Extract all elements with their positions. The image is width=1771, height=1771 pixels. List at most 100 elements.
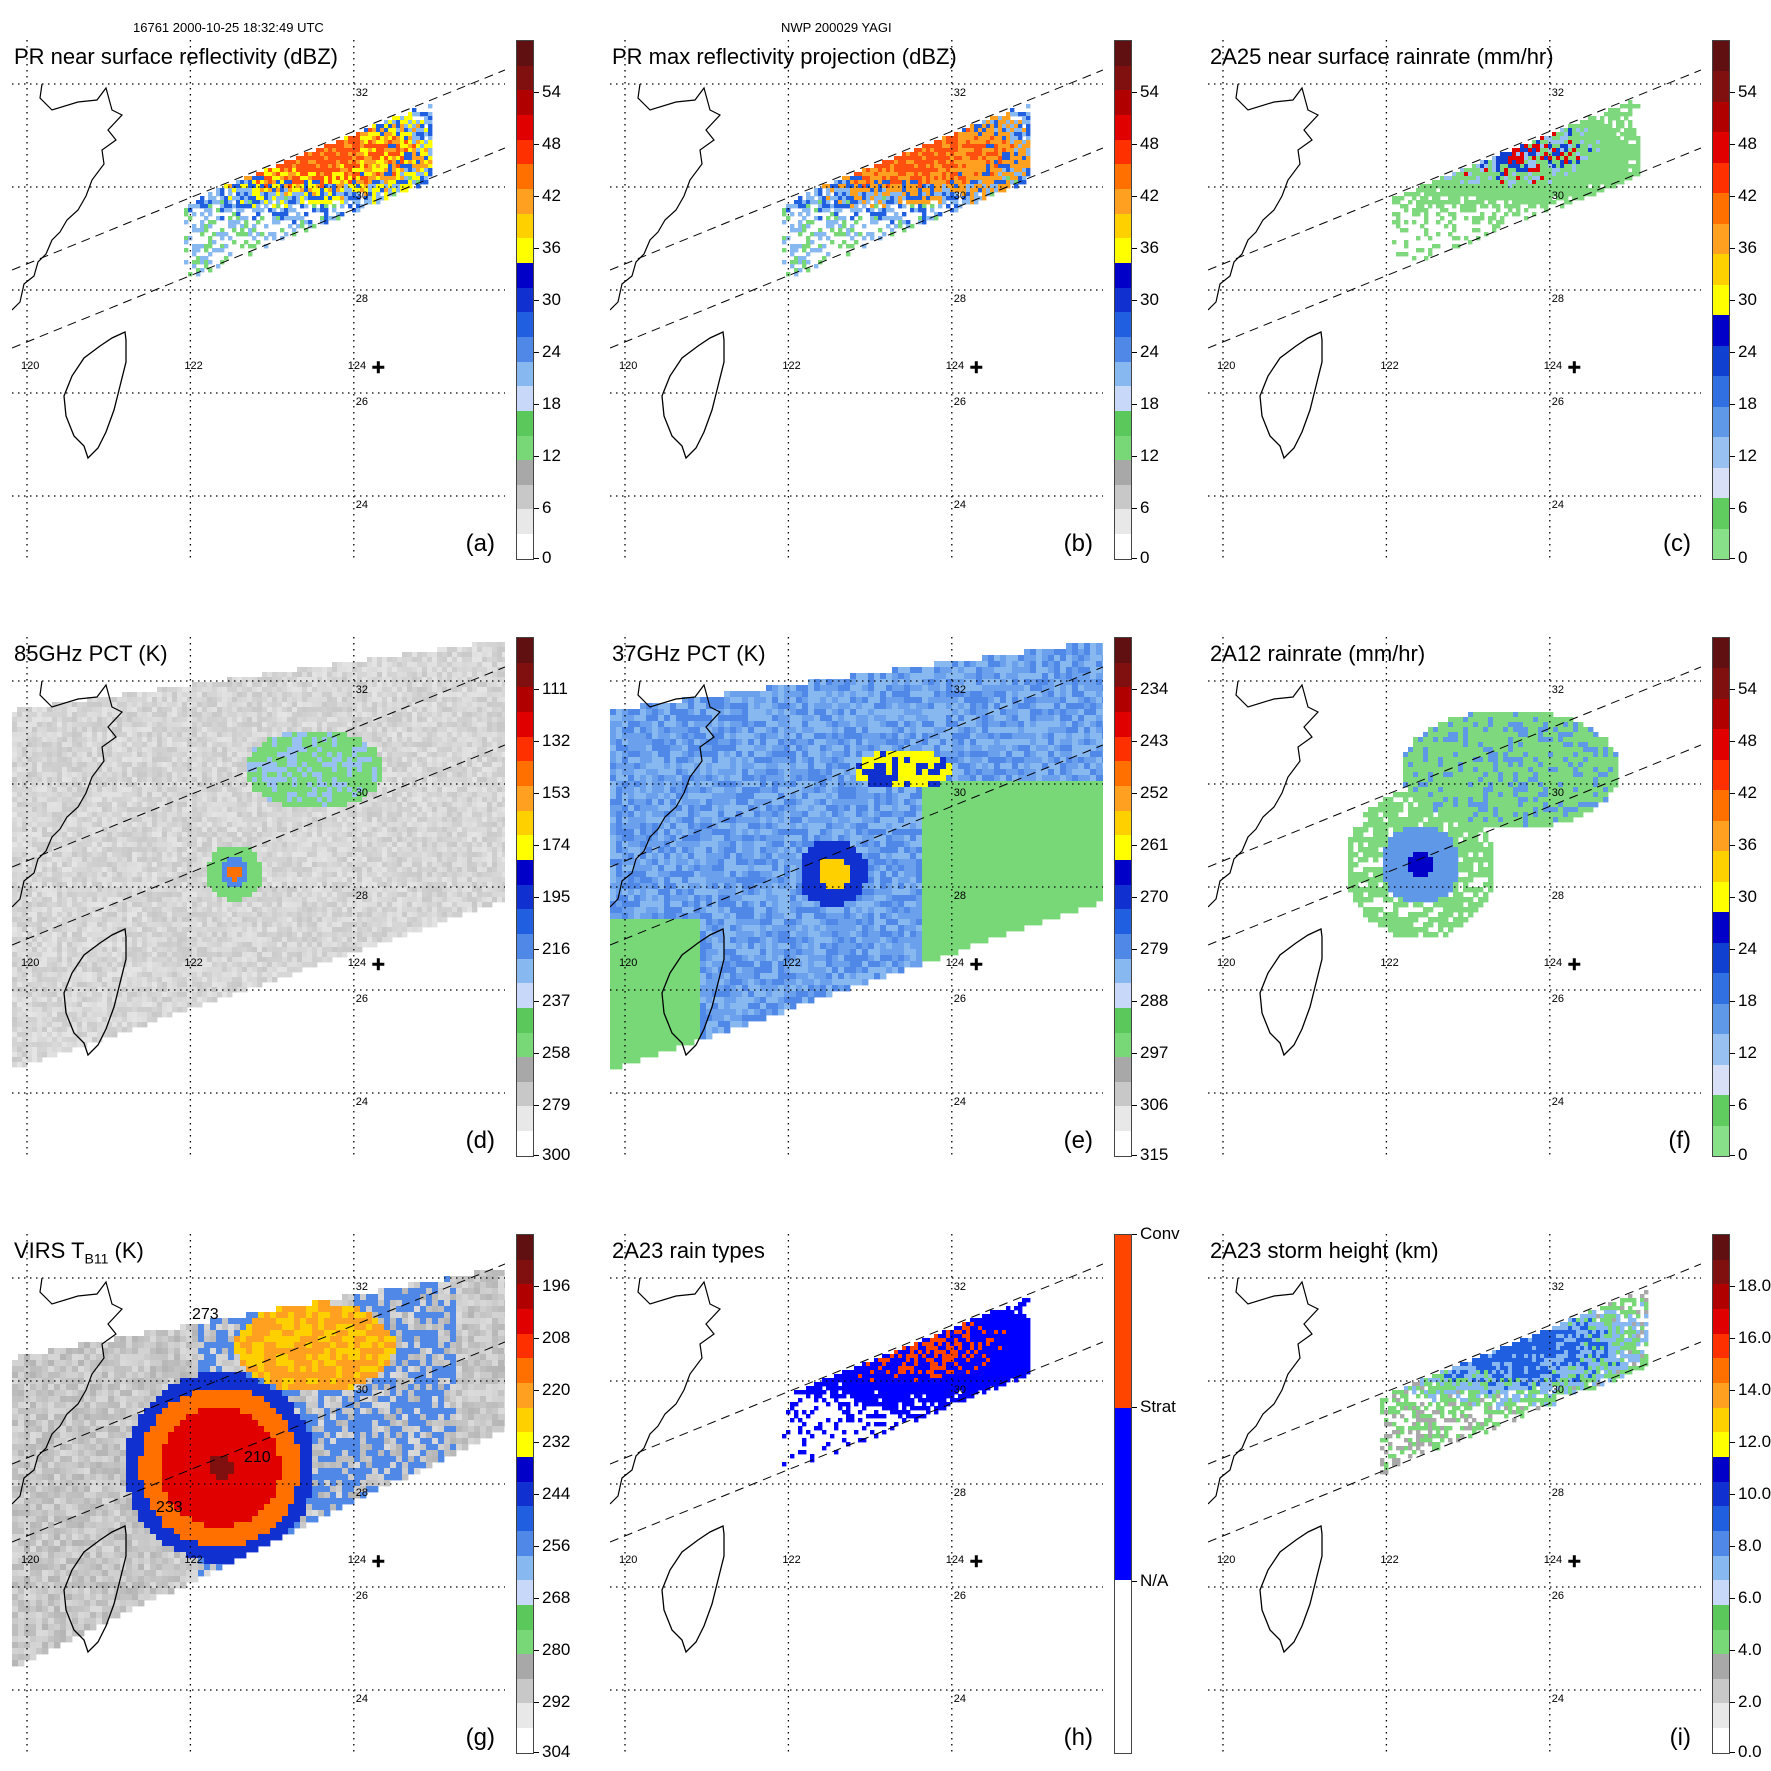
panel-title-text: 2A12 rainrate (mm/hr) (1210, 641, 1425, 666)
lat-lon-grid (610, 40, 1103, 560)
panel-g: 273210233120122124126128130323028262422V… (12, 1234, 570, 1761)
colorbar-segment (1115, 1580, 1131, 1753)
colorbar-tick-label: 12.0 (1729, 1432, 1771, 1452)
colorbar-tick-label: Conv (1132, 1224, 1180, 1244)
colorbar-tick-label: 36 (534, 238, 561, 258)
colorbar-tick-label: 18 (1730, 991, 1757, 1011)
map-canvas: 120122124126128130323028262422 (1208, 637, 1701, 1157)
colorbar-segment (517, 859, 533, 885)
lon-label: 122 (184, 1554, 202, 1566)
lat-lon-grid (12, 637, 505, 1157)
taiwan-coastline (661, 331, 725, 460)
map-canvas: 120122124126128130323028262422 (610, 637, 1103, 1157)
colorbar-tick-label: 0 (533, 548, 551, 568)
lon-label: 124 (946, 360, 964, 372)
colorbar-segment (1713, 1432, 1729, 1457)
lon-label: 120 (619, 957, 637, 969)
colorbar-tick-label: 297 (1131, 1043, 1168, 1063)
colorbar-segment (1713, 638, 1729, 669)
colorbar-segment (517, 1604, 533, 1630)
lon-label: 122 (782, 957, 800, 969)
lat-label: 32 (356, 1281, 368, 1293)
colorbar-tick-label: 6.0 (1730, 1588, 1762, 1608)
colorbar-tick-label: 0 (1729, 548, 1747, 568)
storm-center-marker (372, 1555, 385, 1568)
colorbar-segment (1713, 851, 1729, 882)
colorbar-tick-label: 30 (534, 290, 561, 310)
lat-label: 28 (1552, 293, 1564, 305)
colorbar-segment (517, 1580, 533, 1605)
colorbar (516, 1234, 534, 1754)
colorbar-segment (1115, 114, 1131, 140)
colorbar-tick-label: 256 (533, 1536, 570, 1556)
lon-label: 124 (348, 1554, 366, 1566)
taiwan-coastline (63, 928, 127, 1057)
colorbar-tick-label: 6 (533, 498, 551, 518)
lat-label: 26 (356, 396, 368, 408)
colorbar-segment (1713, 1654, 1729, 1679)
colorbar-segment (517, 238, 533, 263)
virs-tb11-field (12, 1270, 505, 1667)
colorbar-segment (517, 65, 533, 91)
colorbar-tick-label: 12 (1730, 446, 1757, 466)
colorbar-segment (517, 909, 533, 934)
colorbar (1114, 40, 1132, 560)
china-coastline (12, 83, 123, 311)
colorbar-segment (1713, 1333, 1729, 1359)
map-canvas: 273210233120122124126128130323028262422 (12, 1234, 505, 1754)
colorbar-segment (1713, 1034, 1729, 1065)
taiwan-coastline (1259, 928, 1323, 1057)
panel-letter: (h) (1064, 1724, 1093, 1752)
panel-letter: (c) (1663, 530, 1691, 558)
colorbar-tick-label: 232 (533, 1432, 570, 1452)
colorbar-tick-label: 14.0 (1729, 1380, 1771, 1400)
pr-swath-edges (1208, 69, 1701, 349)
colorbar-segment (517, 810, 533, 836)
colorbar-segment (517, 1432, 533, 1457)
panel-title-text: 2A23 storm height (km) (1210, 1238, 1439, 1263)
colorbar-segment (1713, 820, 1729, 852)
lat-label: 24 (1552, 1693, 1564, 1705)
colorbar-segment (1713, 1580, 1729, 1605)
colorbar-segment (1713, 790, 1729, 821)
lat-label: 26 (954, 396, 966, 408)
colorbar-segment (517, 1407, 533, 1433)
colorbar-segment (1713, 1629, 1729, 1655)
colorbar-tick-label: 30 (1730, 290, 1757, 310)
colorbar-tick-label: 18 (534, 394, 561, 414)
colorbar (516, 40, 534, 560)
colorbar-segment (1115, 336, 1131, 362)
lat-label: 30 (356, 1384, 368, 1396)
panel-letter: (e) (1064, 1127, 1093, 1155)
colorbar-segment (517, 835, 533, 860)
colorbar (516, 637, 534, 1157)
colorbar-segment (1115, 835, 1131, 860)
colorbar-segment (1115, 65, 1131, 91)
colorbar-segment (517, 509, 533, 535)
storm-center-marker (1568, 958, 1581, 971)
colorbar-segment (1713, 162, 1729, 194)
pr-swath-edges (12, 69, 505, 349)
lon-label: 120 (619, 1554, 637, 1566)
colorbar-tick-label: N/A (1131, 1571, 1168, 1591)
colorbar-segment (1115, 859, 1131, 885)
colorbar-segment (1713, 315, 1729, 346)
pct37-field (610, 643, 1103, 1070)
colorbar-segment (1713, 1407, 1729, 1433)
colorbar-tick-label: 208 (533, 1328, 570, 1348)
colorbar-segment (1713, 406, 1729, 438)
colorbar-segment (517, 933, 533, 959)
colorbar-tick-label: 30 (1132, 290, 1159, 310)
colorbar-tick-label: 12 (1132, 446, 1159, 466)
colorbar-tick-label: 244 (533, 1484, 570, 1504)
storm-center-marker (970, 958, 983, 971)
colorbar-segment (1115, 213, 1131, 239)
colorbar-tick-label: 300 (533, 1145, 570, 1165)
colorbar-tick-label: 292 (533, 1692, 570, 1712)
storm-center-marker (970, 1555, 983, 1568)
colorbar-tick-label: 258 (533, 1043, 570, 1063)
map-canvas: 120122124126128130323028262422 (12, 40, 505, 560)
storm-name-header: NWP 200029 YAGI (781, 20, 892, 35)
colorbar-segment (1713, 1308, 1729, 1334)
colorbar-segment (1713, 698, 1729, 730)
